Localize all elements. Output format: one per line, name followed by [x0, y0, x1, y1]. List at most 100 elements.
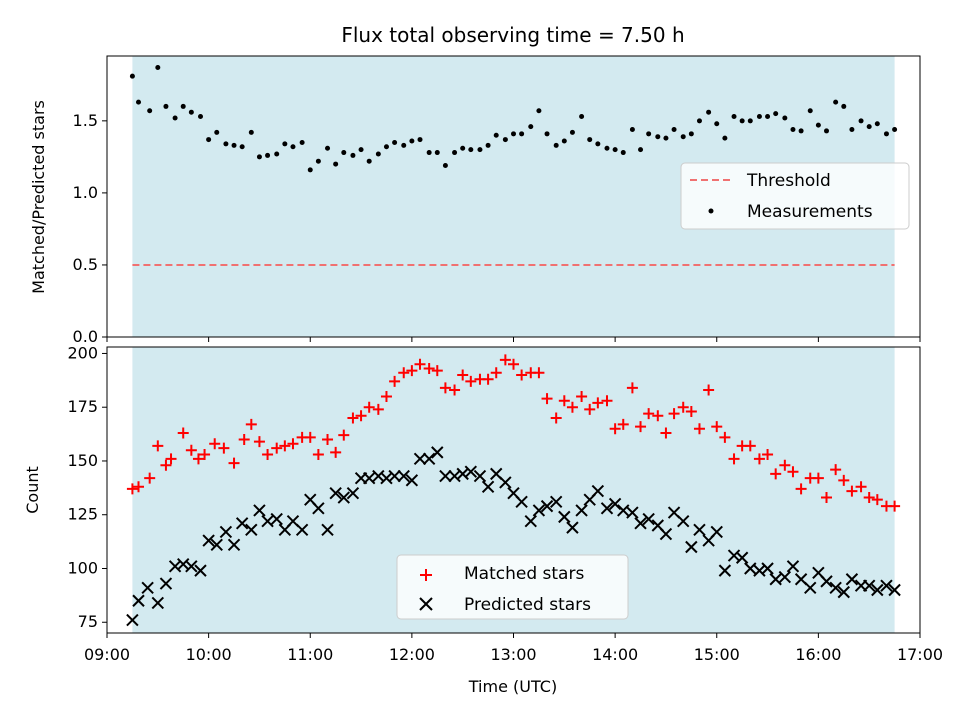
measurement-point: [655, 134, 661, 140]
measurement-point: [579, 114, 585, 120]
measurement-point: [401, 142, 407, 148]
matched-star-point: [414, 358, 426, 370]
predicted-star-point: [473, 469, 487, 483]
matched-star-point: [287, 438, 299, 450]
matched-star-point: [635, 421, 647, 433]
matched-star-point: [389, 375, 401, 387]
measurement-point: [824, 128, 830, 134]
measurement-point: [722, 135, 728, 141]
measurement-point: [136, 99, 142, 105]
matched-star-point: [406, 365, 418, 377]
count-y-tick-label: 150: [67, 451, 98, 470]
predicted-star-point: [804, 581, 817, 595]
threshold-legend-label: Threshold: [746, 171, 831, 191]
predicted-star-point: [634, 517, 647, 530]
predicted-star-point: [321, 523, 334, 536]
measurement-point: [231, 142, 237, 148]
measurement-point: [858, 118, 864, 124]
measurement-point: [731, 114, 737, 120]
matched-star-point: [626, 382, 638, 394]
measurement-point: [460, 145, 466, 151]
measurement-point: [147, 108, 153, 114]
matched-star-point: [744, 440, 756, 452]
predicted-star-point: [312, 502, 325, 515]
count-legend-box: [396, 554, 629, 620]
measurement-point: [536, 108, 542, 114]
matched-star-point: [677, 401, 689, 413]
measurement-point: [569, 129, 575, 135]
measurement-point: [358, 147, 364, 153]
matched-star-point: [449, 384, 461, 396]
matched-star-point: [533, 367, 545, 379]
measurements-legend-label: Measurements: [747, 202, 873, 222]
matched-star-point: [643, 408, 655, 420]
predicted-star-point: [253, 504, 266, 517]
ratio-y-tick-label: 0.0: [73, 327, 98, 346]
predicted-star-point: [245, 523, 258, 536]
matched-star-point: [846, 485, 858, 497]
matched-star-point: [779, 459, 791, 471]
measurement-point: [265, 152, 271, 158]
measurement-point: [849, 126, 855, 132]
time-x-tick-label: 15:00: [694, 645, 740, 664]
predicted-star-point: [235, 517, 249, 530]
matched-star-point: [871, 494, 883, 506]
matched-star-point: [770, 468, 782, 480]
matched-star-point: [719, 431, 731, 443]
matched-star-point: [516, 369, 528, 381]
count-y-tick-label: 175: [67, 397, 98, 416]
matched-star-point: [703, 384, 715, 396]
measurement-point: [282, 141, 288, 147]
measurement-point: [747, 118, 753, 124]
predicted-star-point: [786, 560, 800, 573]
matched-star-point: [347, 412, 359, 424]
measurement-point: [528, 124, 534, 130]
predicted-star-point: [659, 527, 673, 541]
matched-star-point: [490, 367, 502, 379]
predicted-star-point: [270, 512, 283, 526]
matched-star-point: [165, 453, 177, 465]
matched-star-point: [465, 375, 477, 387]
predicted-star-point: [617, 504, 630, 517]
measurement-point: [315, 158, 321, 164]
measurement-point: [290, 144, 296, 150]
predicted-star-point: [202, 534, 215, 547]
measurement-point: [434, 150, 440, 156]
measurement-point: [706, 109, 712, 115]
predicted-star-point: [329, 487, 342, 500]
matched-star-point: [838, 474, 850, 486]
matched-star-point: [228, 457, 240, 469]
measurement-point: [155, 65, 161, 71]
matched-star-point: [762, 449, 774, 461]
matched-star-point: [855, 481, 867, 493]
measurement-point: [188, 109, 194, 115]
predicted-star-point: [735, 551, 749, 564]
measurement-point: [129, 73, 135, 79]
predicted-star-point: [769, 573, 782, 586]
predicted-star-point: [151, 596, 165, 610]
matched-star-point: [693, 423, 705, 435]
matched-star-point: [617, 418, 629, 430]
predicted-star-point: [524, 514, 537, 528]
measurement-point: [663, 135, 669, 141]
predicted-star-point: [431, 446, 444, 459]
ratio-panel-marks: [129, 65, 898, 266]
matched-star-point: [199, 449, 211, 461]
matched-star-point: [160, 459, 172, 471]
measurement-point: [638, 147, 644, 153]
predicted-star-point: [219, 525, 233, 539]
matched-star-point: [363, 401, 375, 413]
predicted-star-point: [718, 564, 732, 577]
predicted-star-point: [888, 583, 901, 597]
matched-star-point: [668, 408, 680, 420]
matched-stars-legend-swatch: [420, 569, 432, 581]
measurement-point: [807, 108, 813, 114]
predicted-star-point: [642, 512, 655, 526]
matched-star-point: [889, 500, 901, 512]
measurement-point: [274, 151, 280, 157]
ratio-y-tick-label: 1.5: [73, 111, 98, 130]
matched-star-point: [812, 472, 824, 484]
predicted-star-point: [261, 514, 274, 528]
predicted-star-point: [397, 469, 410, 483]
